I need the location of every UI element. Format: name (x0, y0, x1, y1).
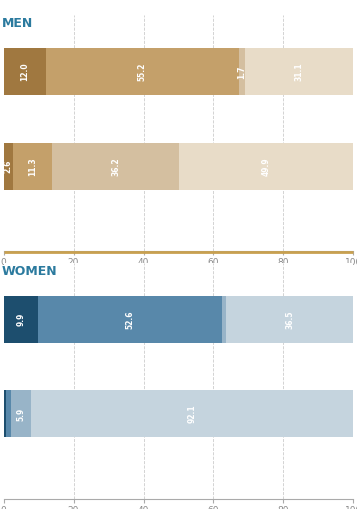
Text: 49.9: 49.9 (262, 157, 271, 176)
Text: 9.9: 9.9 (16, 313, 25, 326)
Text: 2.6: 2.6 (4, 159, 12, 173)
Bar (52, 143, 179, 190)
Legend: At least once a week, Once or twice a month, At least once a year, Never: At least once a week, Once or twice a mo… (50, 307, 168, 356)
Text: 1.7: 1.7 (237, 65, 246, 78)
Text: WOMEN: WOMEN (2, 265, 57, 278)
Text: 52.6: 52.6 (126, 310, 135, 329)
Bar (12, 143, 52, 190)
Text: MEN: MEN (2, 17, 33, 30)
Bar (4, 48, 46, 96)
Bar (4, 390, 6, 438)
Bar (4, 143, 12, 190)
Bar (4, 296, 38, 343)
Text: 31.1: 31.1 (295, 63, 303, 81)
Text: 55.2: 55.2 (137, 63, 147, 81)
Text: 36.5: 36.5 (285, 310, 294, 329)
Bar (38, 296, 222, 343)
Bar (11, 390, 31, 438)
Text: 12.0: 12.0 (20, 63, 29, 81)
Bar (239, 48, 245, 96)
Text: 11.3: 11.3 (28, 157, 37, 176)
Bar (226, 296, 353, 343)
Bar (245, 48, 353, 96)
Text: 36.2: 36.2 (111, 157, 120, 176)
Bar (31, 390, 353, 438)
Bar (46, 48, 239, 96)
Text: 92.1: 92.1 (188, 405, 197, 423)
Bar (222, 296, 226, 343)
Bar (179, 143, 353, 190)
Bar (6, 390, 11, 438)
Text: 5.9: 5.9 (16, 407, 25, 420)
